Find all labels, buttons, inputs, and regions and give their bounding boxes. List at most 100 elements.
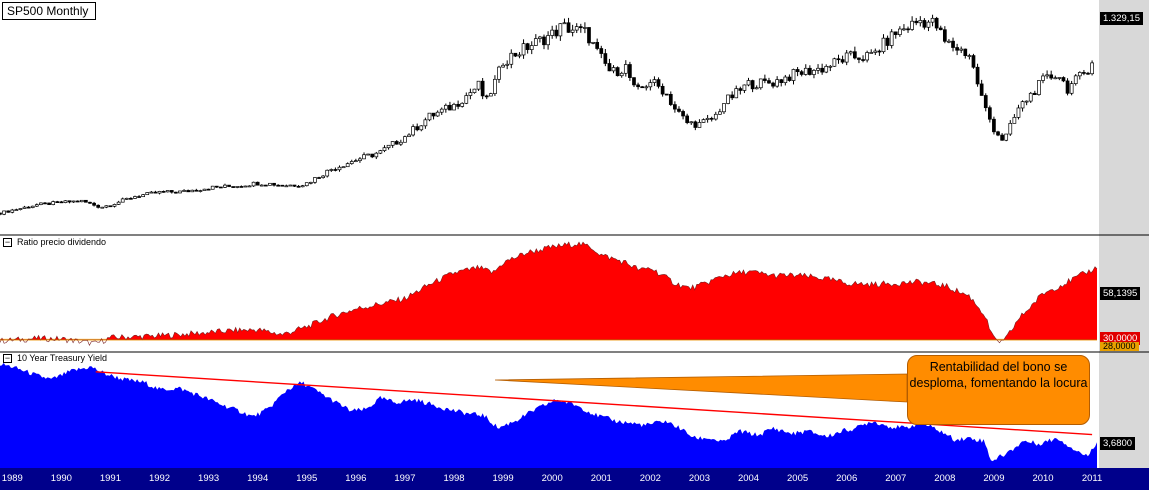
candle-body [239, 186, 244, 188]
candle-body [718, 111, 722, 115]
candle-body [795, 69, 800, 73]
candle-body [902, 28, 906, 31]
candle-body [893, 31, 898, 35]
candle-body [1057, 77, 1062, 79]
candle-body [18, 208, 23, 210]
candle-body [1024, 100, 1029, 103]
candle-body [178, 190, 182, 194]
candle-body [619, 72, 624, 77]
sp500-last-value-tag: 1.329,15 [1100, 12, 1143, 25]
candle-body [394, 141, 399, 145]
candle-body [538, 36, 542, 39]
candle-body [296, 185, 301, 188]
candle-body [39, 202, 43, 205]
candle-body [942, 29, 947, 42]
candle-body [967, 55, 972, 57]
candle-body [1008, 123, 1013, 135]
candle-body [513, 52, 518, 57]
candle-body [468, 92, 473, 96]
candle-body [758, 78, 763, 89]
candle-body [787, 76, 792, 81]
candle-body [885, 37, 890, 46]
candle-body [0, 212, 2, 215]
candle-body [574, 26, 579, 31]
candle-body [26, 206, 31, 209]
candle-body [726, 94, 730, 104]
candle-body [268, 182, 272, 186]
candle-body [566, 22, 571, 33]
candle-body [96, 204, 101, 208]
candle-body [84, 199, 88, 203]
time-axis-tick-label: 1989 [2, 473, 23, 484]
price-scale-background [1099, 0, 1149, 468]
candle-body [59, 201, 64, 204]
candle-body [640, 86, 645, 89]
time-axis-tick-label: 2002 [640, 473, 661, 484]
candle-body [251, 181, 256, 187]
candle-body [67, 200, 72, 203]
candle-body [697, 122, 702, 128]
candle-body [1020, 101, 1025, 109]
candle-body [472, 88, 477, 93]
candle-body [313, 177, 317, 183]
time-axis-tick-label: 1993 [198, 473, 219, 484]
candle-body [227, 184, 231, 187]
candle-body [145, 192, 150, 196]
candle-body [476, 80, 481, 90]
candle-body [685, 115, 690, 123]
candle-body [623, 64, 628, 74]
candle-body [1073, 75, 1078, 85]
candle-body [767, 80, 771, 84]
time-axis-tick-label: 1994 [247, 473, 268, 484]
candle-body [832, 58, 837, 67]
candle-body [448, 104, 452, 111]
candle-body [415, 126, 420, 131]
candle-body [407, 134, 411, 138]
yield-pane-collapse-button[interactable]: − [3, 353, 12, 363]
candle-body [820, 67, 824, 73]
time-axis-tick-label: 1991 [100, 473, 121, 484]
candle-body [1016, 107, 1021, 118]
ratio-pane-collapse-button[interactable]: − [3, 237, 12, 247]
candle-body [673, 104, 677, 110]
candle-body [889, 31, 894, 46]
candle-body [983, 95, 988, 109]
candle-body [689, 121, 694, 124]
candle-body [583, 27, 587, 29]
candle-body [186, 190, 191, 193]
candle-body [853, 51, 857, 59]
candle-body [1032, 92, 1037, 96]
candle-body [47, 202, 51, 205]
candle-body [1077, 72, 1082, 77]
candle-body [595, 42, 600, 49]
candle-body [79, 199, 84, 203]
candle-body [840, 59, 845, 63]
candle-body [501, 64, 505, 68]
candle-body [628, 64, 632, 78]
candle-body [264, 184, 268, 187]
time-axis-tick-label: 1995 [296, 473, 317, 484]
candle-body [877, 50, 882, 53]
candle-body [1053, 77, 1058, 80]
candle-body [223, 184, 227, 188]
candle-body [930, 17, 935, 23]
candle-body [975, 66, 980, 85]
candle-body [386, 144, 391, 149]
time-axis-bar [0, 468, 1149, 490]
candle-body [358, 158, 362, 161]
candle-body [309, 181, 313, 184]
candle-body [791, 69, 796, 81]
candle-body [378, 150, 383, 154]
candle-body [284, 185, 289, 188]
candle-body [6, 210, 11, 213]
candle-body [803, 67, 808, 75]
yield-last-value-tag: 3,6800 [1100, 437, 1136, 450]
candle-body [157, 190, 162, 194]
candle-body [709, 117, 714, 120]
candle-body [333, 169, 338, 171]
candle-body [951, 40, 955, 48]
candle-body [456, 103, 460, 107]
candle-body [2, 210, 6, 215]
candle-body [243, 185, 248, 188]
candle-body [488, 93, 493, 97]
